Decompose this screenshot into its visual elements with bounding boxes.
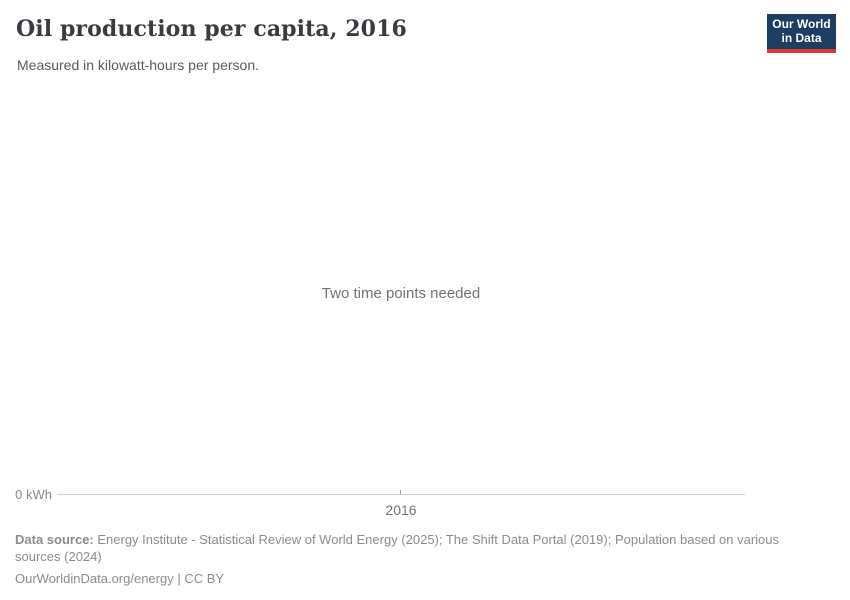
chart-title: Oil production per capita, 2016 xyxy=(16,16,407,42)
chart-subtitle: Measured in kilowatt-hours per person. xyxy=(17,57,260,73)
chart-footer: Data source: Energy Institute - Statisti… xyxy=(15,532,821,588)
data-source-label: Data source: xyxy=(15,532,94,547)
data-source-text: Energy Institute - Statistical Review of… xyxy=(15,532,780,564)
y-axis-zero-label: 0 kWh xyxy=(15,487,52,502)
data-source-line: Data source: Energy Institute - Statisti… xyxy=(15,532,821,565)
owid-logo-text-line1: Our World xyxy=(772,17,831,31)
empty-state-message: Two time points needed xyxy=(321,285,481,302)
license-link[interactable]: OurWorldinData.org/energy | CC BY xyxy=(15,571,225,586)
owid-logo[interactable]: Our World in Data xyxy=(767,14,836,53)
x-axis-tick-2016 xyxy=(400,490,401,495)
x-axis-tick-label: 2016 xyxy=(385,502,417,518)
x-axis-line xyxy=(57,494,745,495)
owid-logo-text-line2: in Data xyxy=(781,31,822,45)
